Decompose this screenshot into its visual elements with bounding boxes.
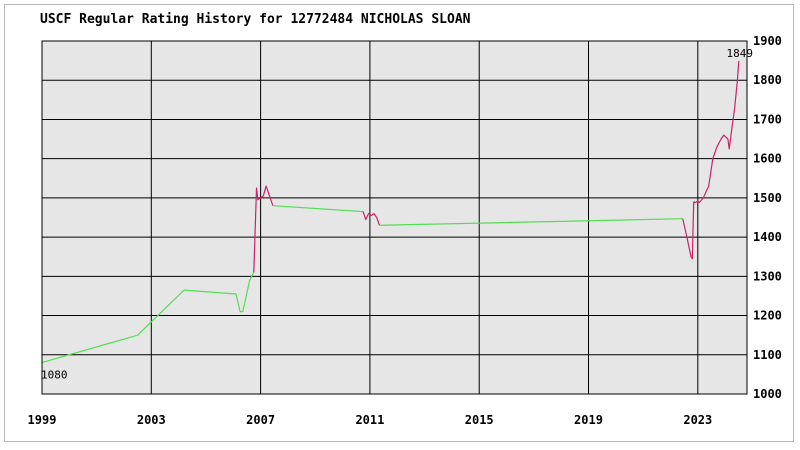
rating-line-segment [272,205,364,213]
rating-line-segment [379,218,683,226]
y-tick-label: 1400 [753,230,782,244]
y-tick-label: 1000 [753,387,782,401]
y-tick-label: 1500 [753,191,782,205]
y-tick-label: 1600 [753,152,782,166]
grid-lines [42,41,747,394]
y-tick-label: 1300 [753,269,782,283]
x-tick-label: 2003 [137,413,166,427]
rating-series [41,60,740,364]
y-axis-labels: 1000 1100 1200 1300 1400 1500 1600 1700 1800 1900 [753,34,782,401]
annotations: 1080 1849 [41,47,753,382]
y-tick-label: 1800 [753,73,782,87]
value-annotation: 1080 [41,369,68,382]
y-tick-label: 1900 [753,34,782,48]
chart-frame [4,4,794,442]
chart-title: USCF Regular Rating History for 12772484… [40,12,471,27]
plot-border [41,40,748,395]
x-tick-label: 2011 [355,413,384,427]
rating-line-segment [41,272,255,364]
plot-area [42,41,747,394]
x-tick-label: 2019 [574,413,603,427]
value-annotation: 1849 [727,47,754,60]
x-tick-label: 2015 [465,413,494,427]
x-axis-labels: 1999 2003 2007 2011 2015 2019 2023 [28,413,713,427]
y-tick-label: 1100 [753,348,782,362]
y-tick-label: 1700 [753,112,782,126]
rating-line-segment [253,185,274,273]
y-tick-label: 1200 [753,309,782,323]
x-tick-label: 1999 [28,413,57,427]
x-tick-label: 2023 [683,413,712,427]
rating-line-segment [682,60,740,260]
x-tick-label: 2007 [246,413,275,427]
rating-line-segment [362,211,381,226]
